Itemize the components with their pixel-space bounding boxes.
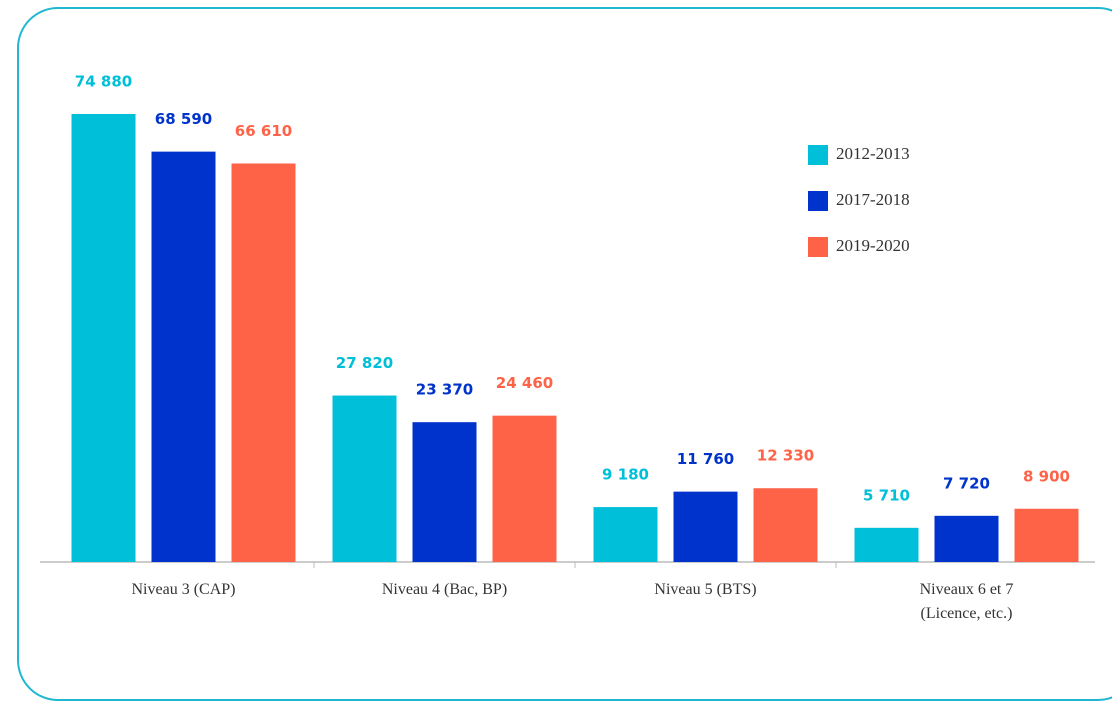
bar	[492, 415, 557, 562]
legend-swatch	[808, 145, 828, 165]
x-tick-label: Niveau 5 (BTS)	[654, 581, 757, 598]
value-label: 11 760	[677, 450, 734, 468]
x-tick-label: Niveaux 6 et 7 (Licence, etc.)	[919, 581, 1014, 622]
value-label: 12 330	[757, 447, 814, 465]
legend-label: 2012-2013	[836, 144, 910, 163]
bar	[151, 151, 216, 562]
bar	[934, 515, 999, 562]
legend-label: 2017-2018	[836, 190, 910, 209]
value-label: 8 900	[1023, 467, 1070, 485]
bar	[1014, 508, 1079, 562]
legend-label: 2019-2020	[836, 236, 910, 255]
legend-swatch	[808, 237, 828, 257]
x-tick-label: Niveau 3 (CAP)	[131, 581, 236, 598]
legend-swatch	[808, 191, 828, 211]
value-label: 66 610	[235, 122, 292, 140]
bar	[332, 395, 397, 562]
value-label: 9 180	[602, 466, 649, 484]
frame	[17, 7, 1112, 701]
value-label: 24 460	[496, 374, 553, 392]
bar	[71, 114, 136, 562]
value-label: 23 370	[416, 381, 473, 399]
bar	[231, 163, 296, 562]
bar	[753, 488, 818, 562]
bar	[412, 422, 477, 562]
value-label: 7 720	[943, 474, 990, 492]
bar	[673, 491, 738, 562]
bar	[854, 527, 919, 562]
value-label: 74 880	[75, 73, 132, 91]
value-label: 68 590	[155, 110, 212, 128]
value-label: 5 710	[863, 486, 910, 504]
bar	[593, 507, 658, 562]
x-tick-label: Niveau 4 (Bac, BP)	[381, 581, 508, 598]
value-label: 27 820	[336, 354, 393, 372]
